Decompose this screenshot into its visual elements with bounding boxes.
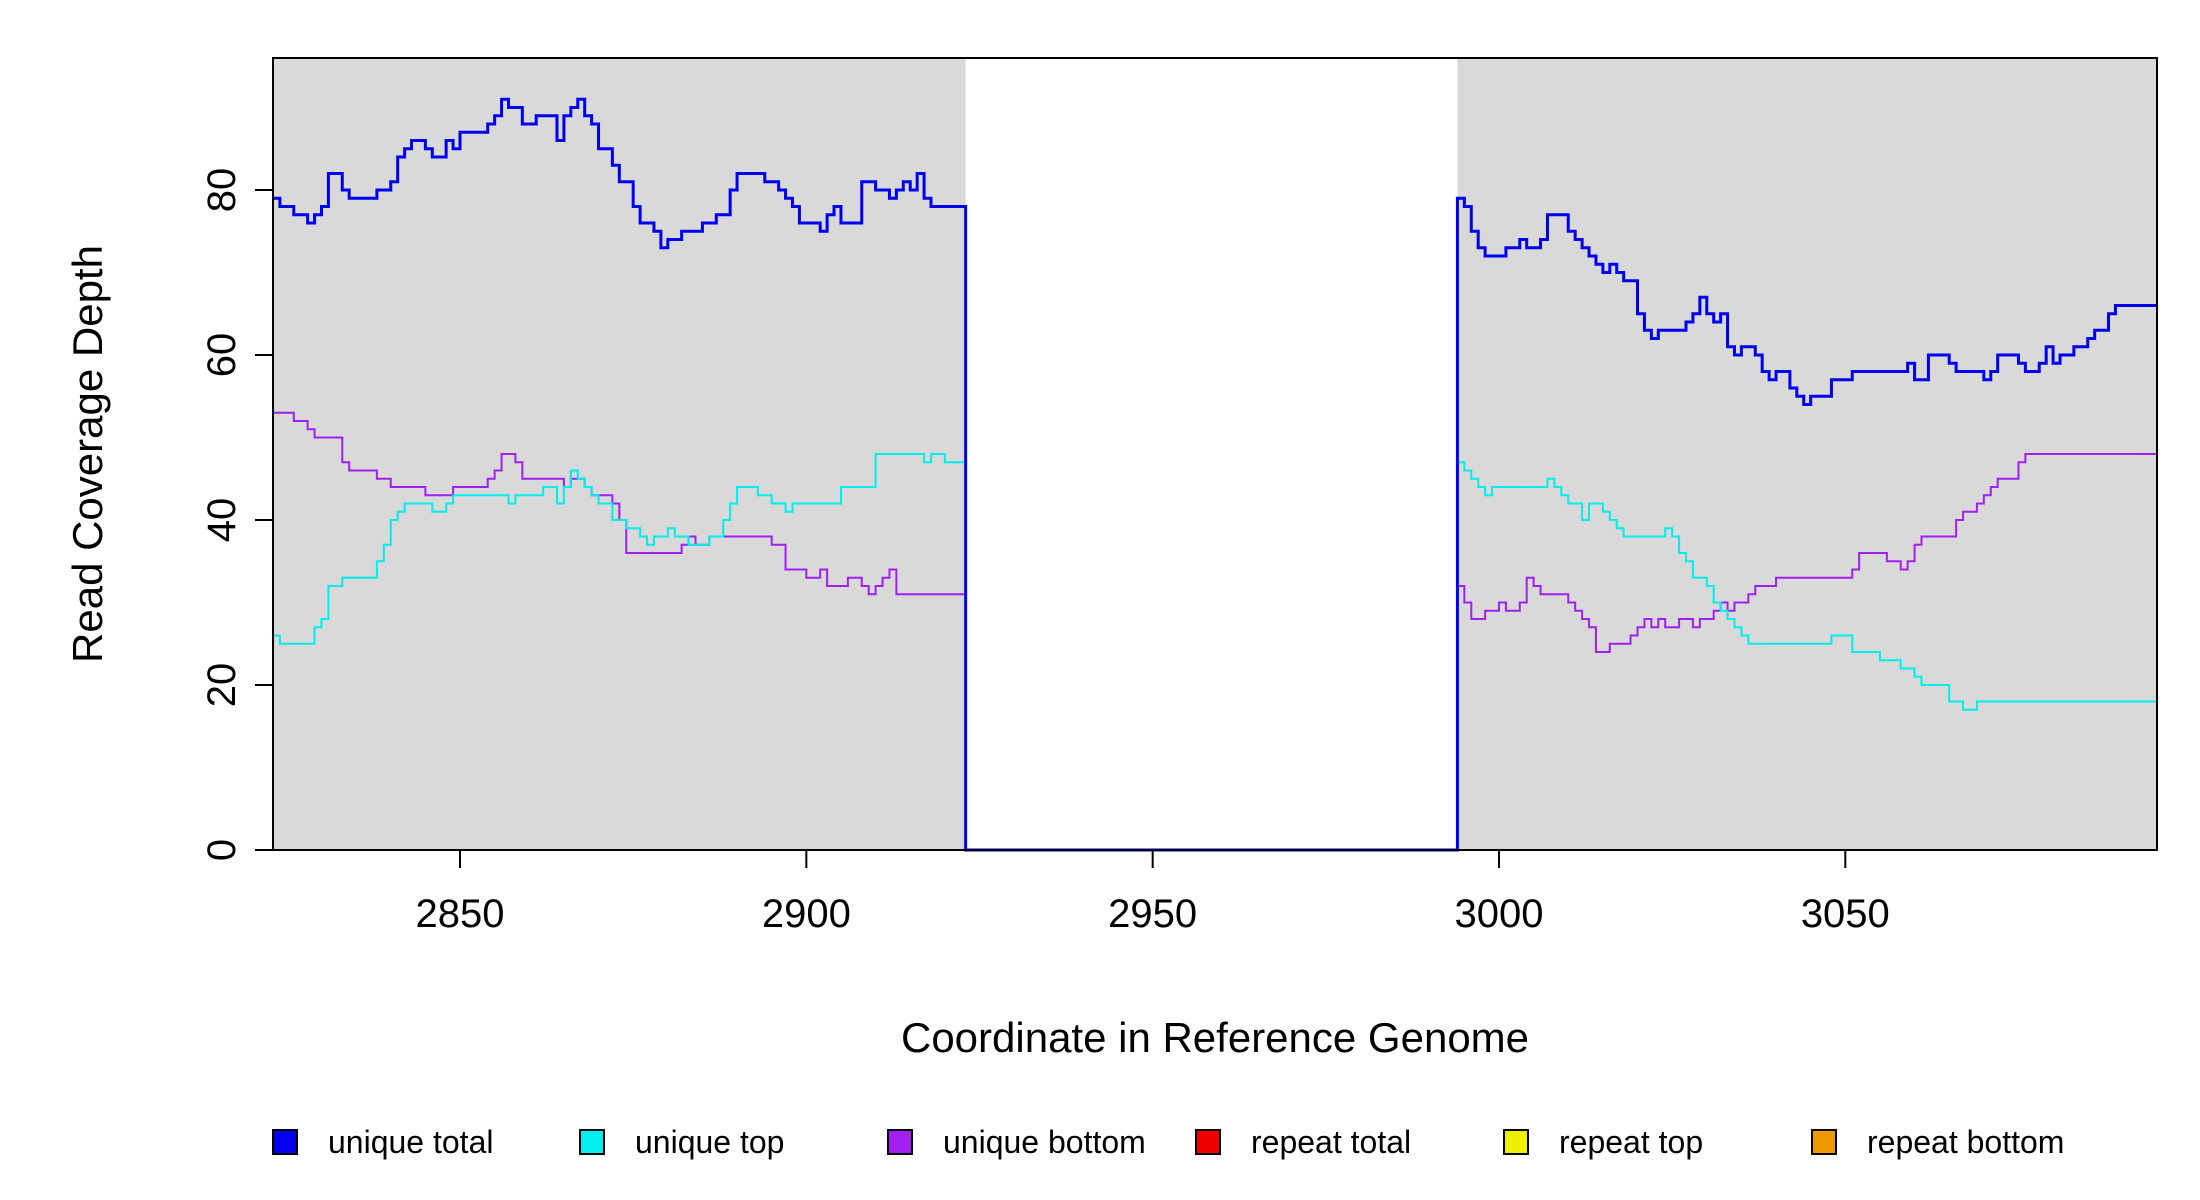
legend-swatch xyxy=(1503,1129,1529,1155)
legend-swatch xyxy=(1811,1129,1837,1155)
legend-label: unique total xyxy=(328,1124,493,1160)
y-axis: 0 20 40 60 80 xyxy=(200,168,273,861)
series-unique-top xyxy=(273,453,2157,851)
x-tick-label-2850: 2850 xyxy=(416,892,505,936)
y-tick-label-0: 0 xyxy=(200,839,244,861)
legend-swatch xyxy=(272,1129,298,1155)
legend-label: unique bottom xyxy=(943,1124,1146,1160)
legend-item-unique-top: unique top xyxy=(579,1124,784,1160)
legend-swatch xyxy=(887,1129,913,1155)
x-axis-title: Coordinate in Reference Genome xyxy=(901,1014,1529,1061)
series-unique-total xyxy=(273,97,2157,852)
legend-label: repeat total xyxy=(1251,1124,1411,1160)
y-tick-label-80: 80 xyxy=(200,168,244,213)
legend: unique total unique top unique bottom repea… xyxy=(272,1124,2064,1160)
legend-label: repeat top xyxy=(1559,1124,1703,1160)
legend-item-unique-total: unique total xyxy=(272,1124,493,1160)
legend-swatch xyxy=(1195,1129,1221,1155)
legend-item-unique-bottom: unique bottom xyxy=(887,1124,1146,1160)
x-tick-label-2950: 2950 xyxy=(1108,892,1197,936)
plot-frame xyxy=(272,57,2158,851)
x-axis: 2850 2900 2950 3000 3050 xyxy=(416,850,1890,936)
legend-item-repeat-bottom: repeat bottom xyxy=(1811,1124,2064,1160)
legend-label: unique top xyxy=(635,1124,784,1160)
y-tick-label-40: 40 xyxy=(200,498,244,543)
plot-background xyxy=(273,58,2157,850)
x-tick-label-2900: 2900 xyxy=(762,892,851,936)
legend-item-repeat-total: repeat total xyxy=(1195,1124,1411,1160)
legend-item-repeat-top: repeat top xyxy=(1503,1124,1703,1160)
x-tick-label-3000: 3000 xyxy=(1454,892,1543,936)
x-tick-label-3050: 3050 xyxy=(1801,892,1890,936)
y-tick-label-20: 20 xyxy=(200,663,244,708)
legend-label: repeat bottom xyxy=(1867,1124,2064,1160)
series-unique-bottom xyxy=(273,411,2157,851)
y-axis-title: Read Coverage Depth xyxy=(64,245,111,663)
legend-swatch xyxy=(579,1129,605,1155)
y-tick-label-60: 60 xyxy=(200,333,244,378)
